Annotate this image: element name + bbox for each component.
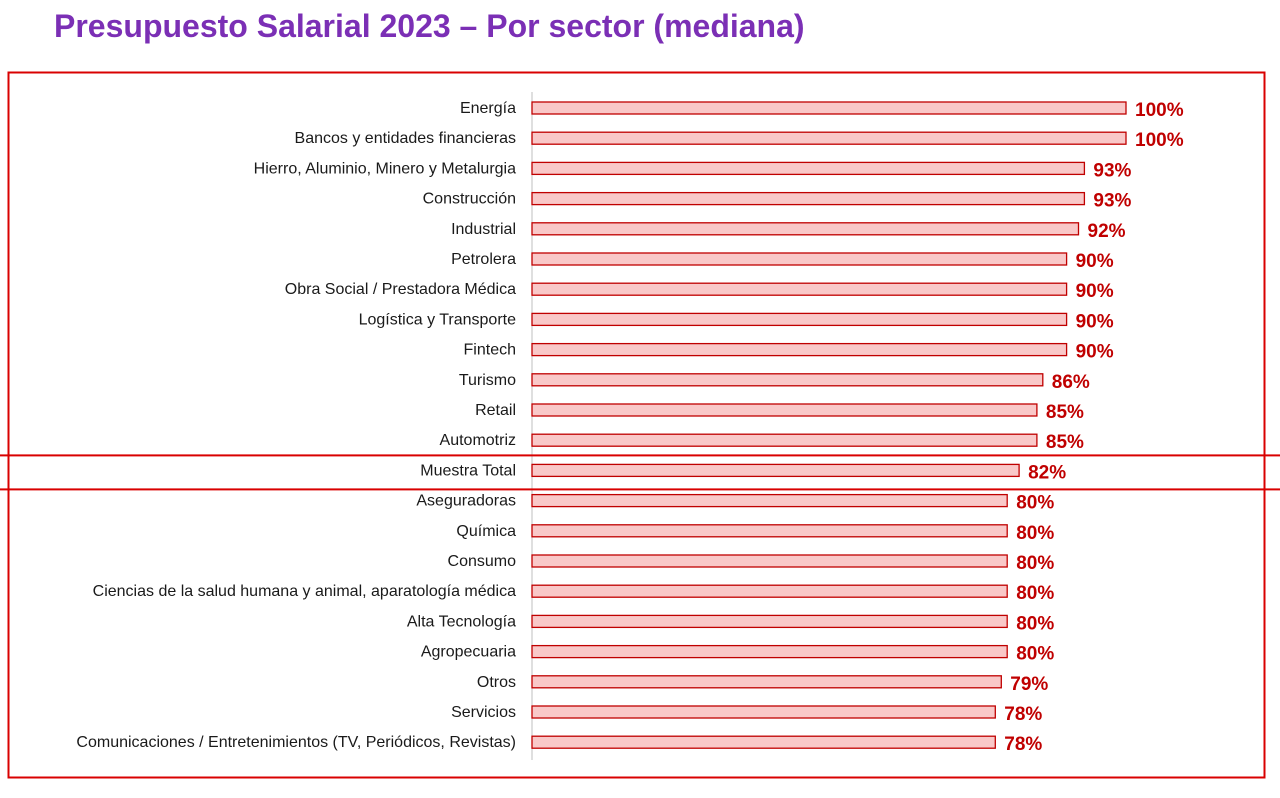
category-label: Bancos y entidades financieras [295,130,516,147]
value-label: 80% [1016,583,1054,604]
bar-industrial [531,222,1080,236]
category-label: Logística y Transporte [359,311,517,328]
category-label: Retail [475,402,516,419]
category-label: Automotriz [440,432,516,449]
highlight-box-muestra-total [0,454,1280,491]
value-label: 90% [1076,342,1114,363]
category-label: Hierro, Aluminio, Minero y Metalurgia [254,160,516,177]
bar-construccion [531,191,1086,206]
chart-title: Presupuesto Salarial 2023 – Por sector (… [54,8,805,44]
value-label: 80% [1016,523,1054,544]
bar-obra-social-prestadora-medica [531,282,1068,296]
value-label: 80% [1016,553,1054,574]
value-label: 85% [1046,432,1084,453]
category-label: Alta Tecnología [407,613,516,630]
category-label: Obra Social / Prestadora Médica [285,281,516,298]
bar-retail [531,403,1038,417]
category-label: Ciencias de la salud humana y animal, ap… [93,583,516,600]
category-label: Servicios [451,704,516,721]
value-labels-group: 100%100%93%93%92%90%90%90%90%86%85%85%82… [1004,100,1183,755]
chart-frame [7,71,1266,779]
value-label: 100% [1135,130,1184,151]
value-label: 80% [1016,493,1054,514]
bar-aseguradoras [531,493,1008,508]
value-label: 92% [1088,221,1126,242]
category-label: Construcción [423,191,516,208]
category-label: Consumo [448,553,517,570]
bar-energia [531,101,1127,115]
value-label: 93% [1093,191,1131,212]
bar-comunicaciones-entretenimientos-tv-periodicos-revistas [531,735,996,749]
bar-consumo [531,554,1008,568]
bar-servicios [531,705,996,719]
value-label: 90% [1076,281,1114,302]
category-labels-group: Energía Bancos y entidades financieras Hie… [76,100,516,751]
value-label: 80% [1016,613,1054,634]
bar-ciencias-de-la-salud-humana-y-animal-aparatologia-medica [531,584,1008,598]
category-label: Industrial [451,221,516,238]
bar-agropecuaria [531,644,1008,659]
bar-muestra-total [531,463,1020,478]
bar-logistica-y-transporte [531,312,1068,327]
bar-otros [531,675,1002,689]
category-label: Agropecuaria [421,644,516,661]
bar-automotriz [531,433,1038,447]
value-label: 90% [1076,251,1114,272]
value-label: 78% [1004,734,1042,755]
bar-fintech [531,342,1068,357]
category-label: Muestra Total [420,462,516,479]
bar-bancos-y-entidades-financieras [531,131,1127,145]
bar-turismo [531,373,1044,387]
category-label: Otros [477,674,516,691]
value-label: 90% [1076,311,1114,332]
value-label: 93% [1093,160,1131,181]
bar-alta-tecnologia [531,614,1008,629]
value-label: 80% [1016,644,1054,665]
category-label: Energía [460,100,516,117]
bars-group [531,101,1127,749]
value-label: 79% [1010,674,1048,695]
category-label: Fintech [464,342,516,359]
bar-hierro-aluminio-minero-y-metalurgia [531,161,1086,176]
value-label: 82% [1028,462,1066,483]
category-label: Aseguradoras [416,493,516,510]
category-label: Química [456,523,516,540]
category-label: Comunicaciones / Entretenimientos (TV, P… [76,734,516,751]
value-label: 100% [1135,100,1184,121]
category-label: Petrolera [451,251,516,268]
value-label: 86% [1052,372,1090,393]
bar-quimica [531,524,1008,538]
category-label: Turismo [459,372,516,389]
value-label: 78% [1004,704,1042,725]
value-label: 85% [1046,402,1084,423]
bar-petrolera [531,252,1068,266]
